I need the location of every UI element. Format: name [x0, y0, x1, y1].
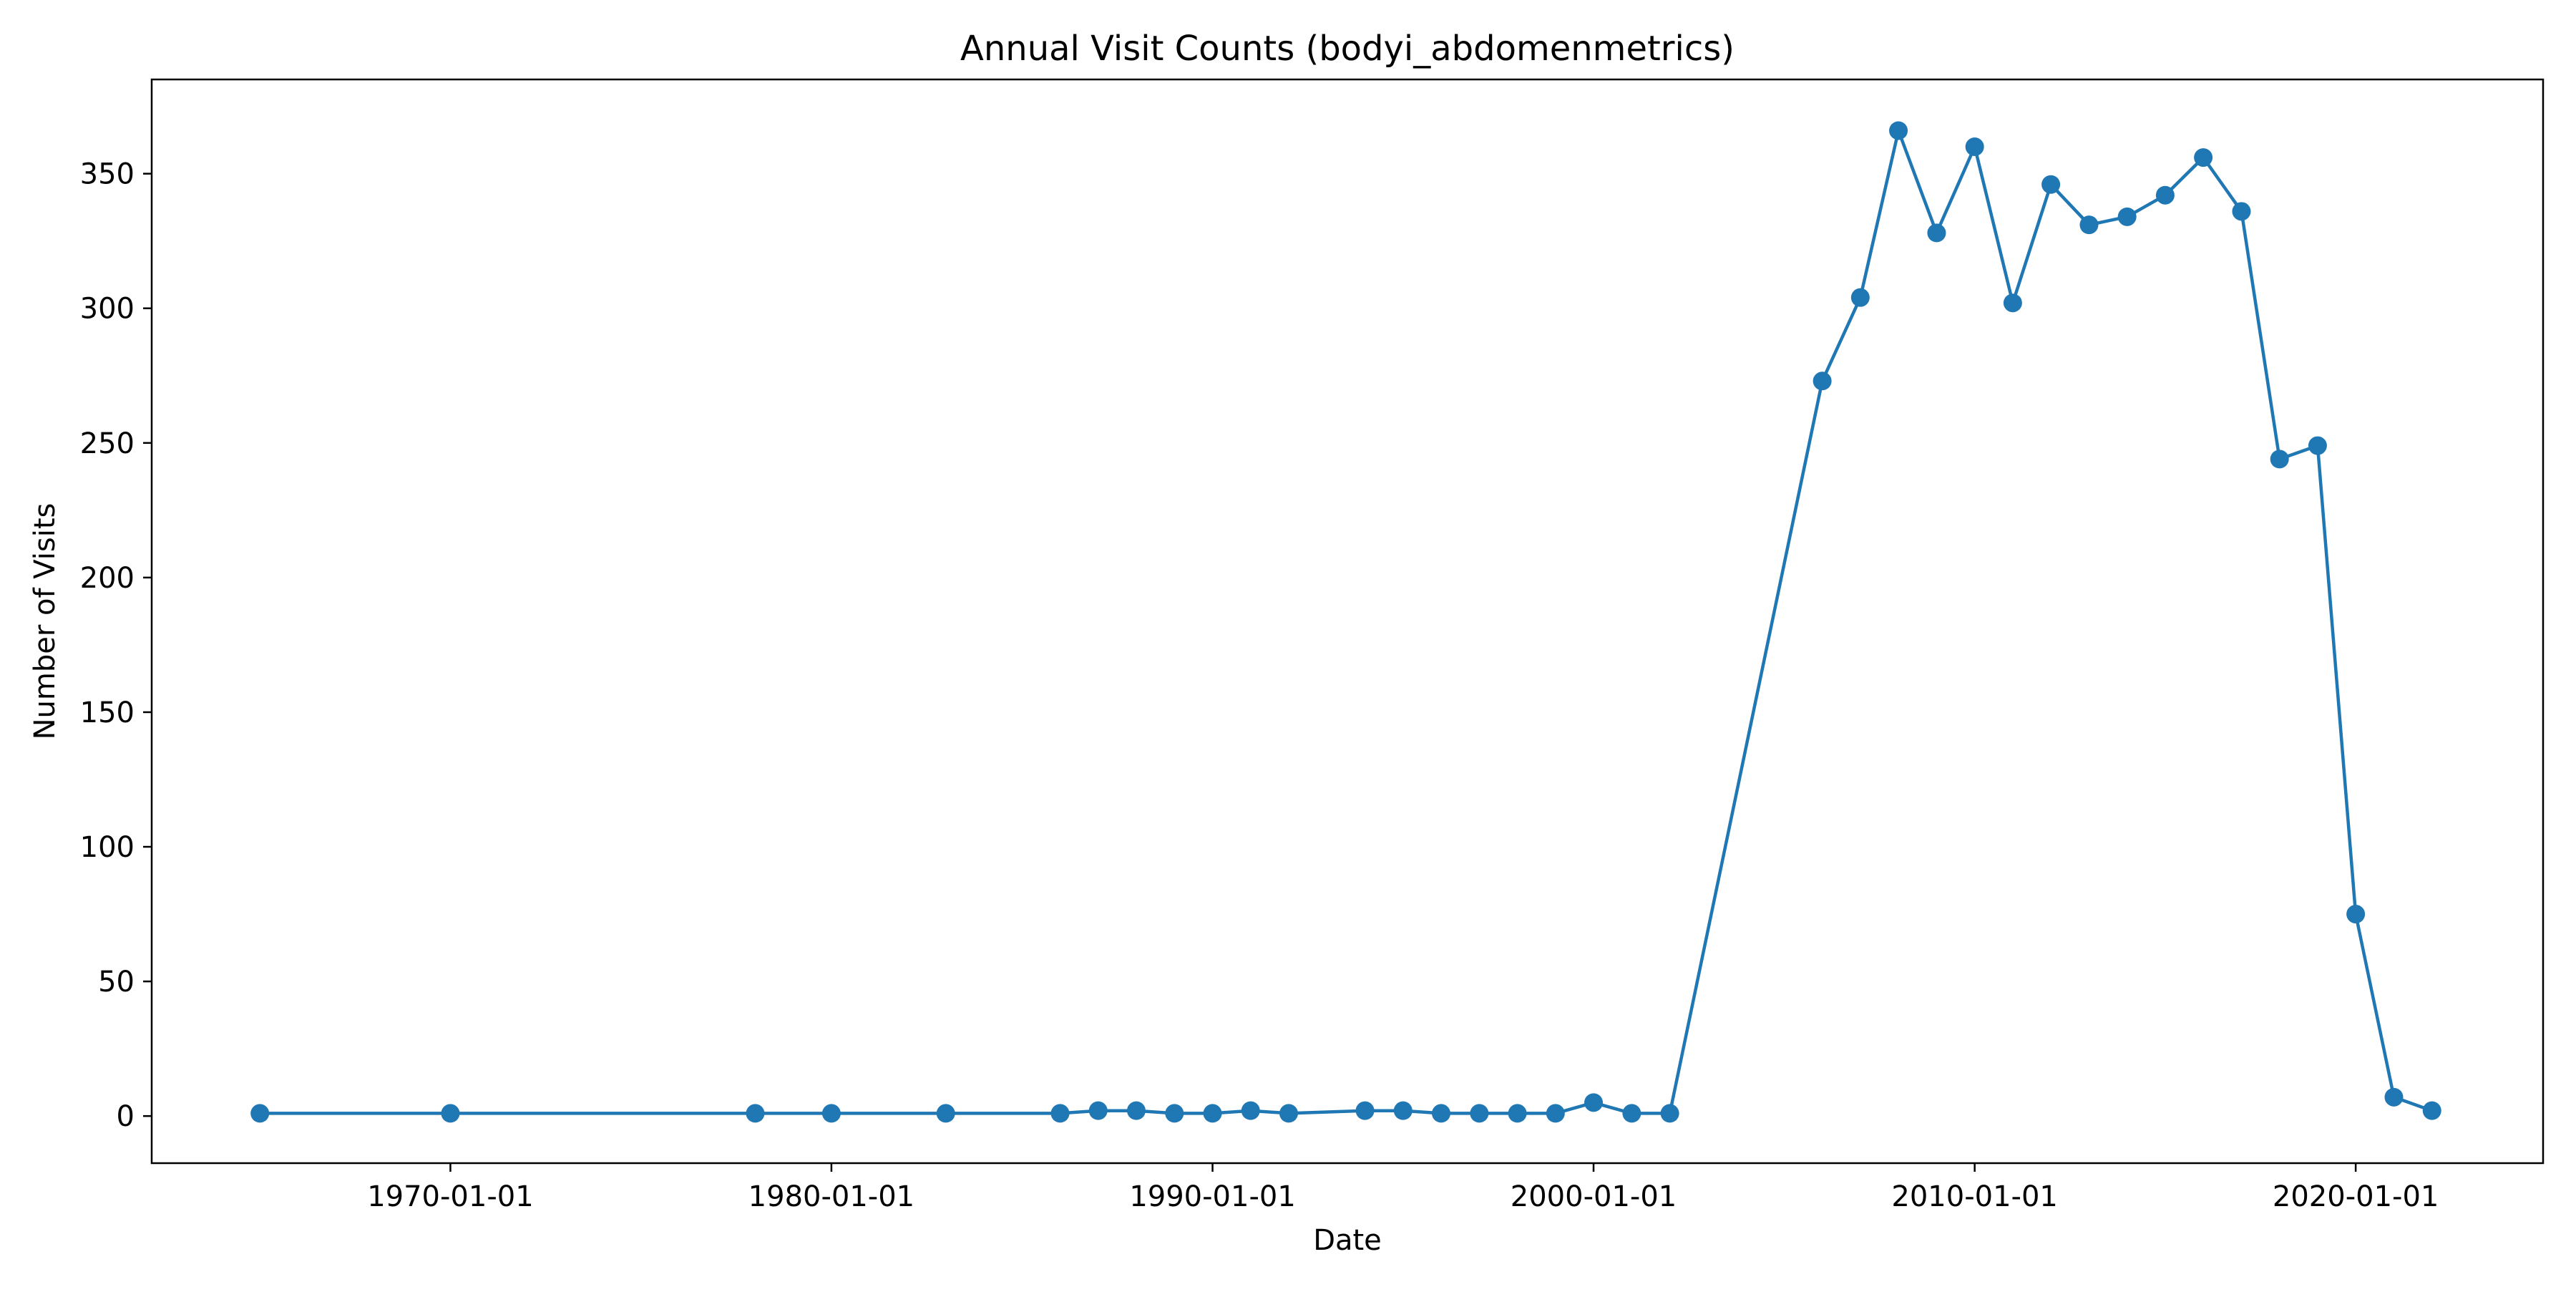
y-axis-label: Number of Visits	[29, 503, 62, 740]
data-point	[1088, 1101, 1108, 1120]
data-point	[1393, 1101, 1413, 1120]
data-point	[1965, 137, 1984, 157]
data-point	[250, 1104, 270, 1123]
data-point	[441, 1104, 460, 1123]
data-point	[746, 1104, 765, 1123]
y-tick-label: 100	[80, 831, 135, 864]
x-tick-label: 1990-01-01	[1129, 1180, 1295, 1213]
x-axis-label: Date	[1313, 1224, 1382, 1257]
x-axis: 1970-01-01 1980-01-01 1990-01-01 2000-01-01…	[367, 1163, 2439, 1213]
data-point	[2384, 1087, 2404, 1107]
data-point	[2308, 436, 2327, 455]
x-tick-label: 2000-01-01	[1511, 1180, 1677, 1213]
x-tick-label: 1980-01-01	[748, 1180, 914, 1213]
y-tick-label: 200	[80, 562, 135, 595]
data-point	[1660, 1104, 1679, 1123]
data-point	[2003, 293, 2022, 313]
data-point	[2194, 148, 2213, 167]
data-point	[2041, 175, 2061, 194]
data-point	[1470, 1104, 1489, 1123]
data-point	[2346, 905, 2366, 924]
plot-layer	[250, 121, 2441, 1123]
data-point	[1813, 371, 1832, 391]
data-point	[2155, 185, 2175, 205]
data-point	[936, 1104, 955, 1123]
data-point	[821, 1104, 841, 1123]
chart-title: Annual Visit Counts (bodyi_abdomenmetric…	[960, 29, 1735, 69]
data-point	[1279, 1104, 1298, 1123]
data-point	[1432, 1104, 1451, 1123]
data-point	[1241, 1101, 1260, 1120]
y-tick-label: 0	[117, 1100, 135, 1133]
data-point	[1355, 1101, 1375, 1120]
data-point	[2079, 215, 2099, 235]
data-point	[2270, 450, 2289, 469]
data-point	[1850, 288, 1870, 307]
data-point	[2422, 1101, 2441, 1120]
series-line	[260, 129, 2433, 1115]
y-tick-label: 150	[80, 696, 135, 729]
data-point	[1622, 1104, 1641, 1123]
data-point	[1889, 121, 1908, 140]
plot-frame	[150, 78, 2545, 1165]
data-point	[1508, 1104, 1527, 1123]
data-point	[1927, 223, 1946, 243]
x-tick-label: 2020-01-01	[2273, 1180, 2439, 1213]
data-point	[2117, 207, 2137, 226]
y-tick-label: 350	[80, 158, 135, 191]
data-point	[1126, 1101, 1146, 1120]
y-axis: 0 50 100 150 200 250 300 350	[80, 158, 152, 1133]
data-point	[1050, 1104, 1070, 1123]
data-point	[2232, 202, 2251, 221]
data-point	[1584, 1093, 1604, 1112]
x-tick-label: 1970-01-01	[367, 1180, 533, 1213]
y-tick-label: 300	[80, 293, 135, 326]
data-point	[1203, 1104, 1222, 1123]
data-point	[1165, 1104, 1184, 1123]
y-tick-label: 250	[80, 427, 135, 460]
data-point	[1546, 1104, 1565, 1123]
y-tick-label: 50	[98, 966, 135, 999]
x-tick-label: 2010-01-01	[1891, 1180, 2057, 1213]
